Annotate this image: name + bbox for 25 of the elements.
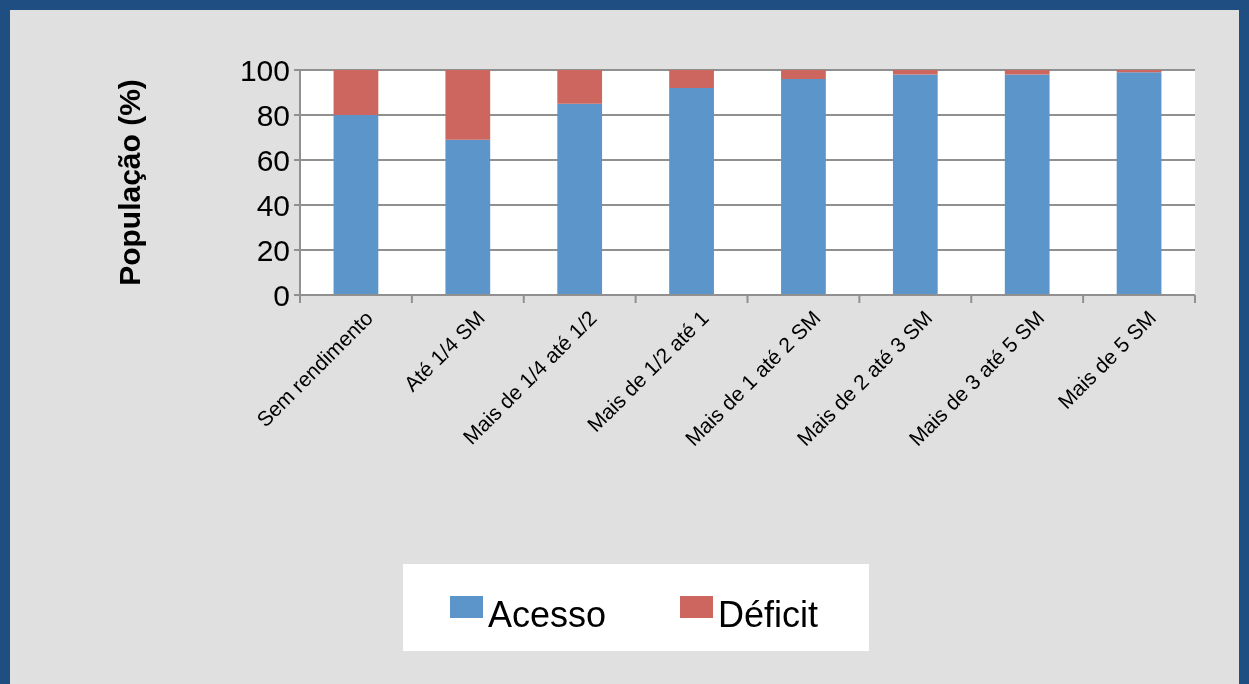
- bar: [1004, 70, 1050, 75]
- bar: [557, 70, 603, 104]
- bar: [445, 139, 491, 295]
- legend-label: Acesso: [488, 593, 607, 635]
- y-tick-label: 0: [273, 278, 290, 312]
- bar: [557, 103, 603, 295]
- y-axis-title: População (%): [113, 79, 146, 286]
- bar: [1004, 74, 1050, 295]
- bar: [892, 74, 938, 295]
- legend-label: Déficit: [718, 593, 819, 635]
- bar: [781, 79, 826, 295]
- bar: [781, 70, 826, 79]
- y-tick-label: 100: [239, 53, 290, 87]
- bar: [669, 88, 714, 295]
- x-tick-label: Até 1/4 SM: [399, 305, 490, 396]
- bar: [669, 70, 714, 88]
- bar: [445, 70, 491, 140]
- y-tick-label: 20: [256, 233, 290, 267]
- bar: [892, 70, 938, 75]
- y-tick-label: 80: [256, 98, 290, 132]
- bar: [333, 70, 379, 115]
- y-tick-label: 60: [256, 143, 290, 177]
- y-tick-label: 40: [256, 188, 290, 222]
- bar: [1116, 72, 1162, 295]
- bar: [333, 115, 379, 295]
